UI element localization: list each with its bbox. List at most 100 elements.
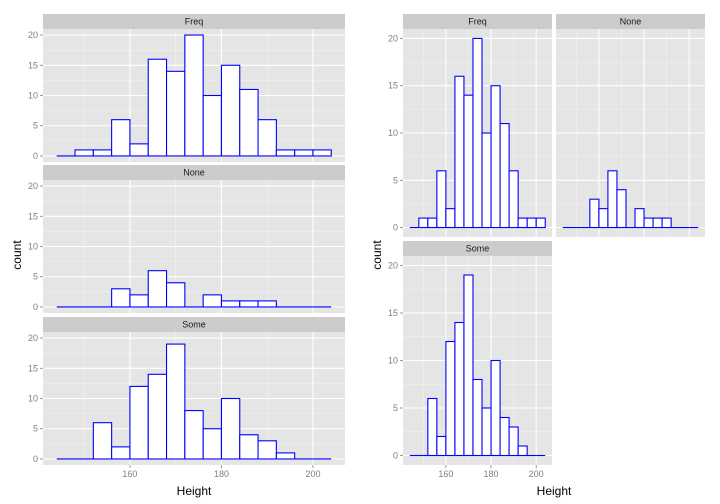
facet-strip bbox=[43, 165, 345, 180]
histogram-bar bbox=[445, 340, 456, 457]
histogram-bar bbox=[202, 294, 223, 308]
y-axis-title: count bbox=[370, 240, 384, 270]
y-tick-label: 20 bbox=[28, 181, 38, 191]
plot-right: Freq 0 5 10 15 20 None Some 0 5 10 15 20 160 180 200 Hei… bbox=[370, 14, 705, 498]
histogram-bar bbox=[616, 189, 627, 229]
histogram-bar bbox=[111, 446, 131, 460]
y-tick-label: 5 bbox=[393, 175, 398, 185]
y-tick-label: 10 bbox=[28, 91, 38, 101]
facet-strip-label: None bbox=[620, 17, 642, 27]
histogram-bar bbox=[147, 270, 168, 308]
y-tick-label: 10 bbox=[28, 394, 38, 404]
y-tick-label: 10 bbox=[388, 128, 398, 138]
histogram-bar bbox=[129, 385, 149, 460]
histogram-bar bbox=[490, 359, 501, 457]
y-tick-label: 5 bbox=[33, 272, 38, 282]
facet-strip bbox=[403, 241, 552, 256]
histogram-bar bbox=[92, 422, 113, 460]
facet-strip bbox=[556, 14, 705, 29]
histogram-bar bbox=[220, 397, 241, 460]
histogram-bar bbox=[312, 149, 332, 157]
histogram-bar bbox=[165, 343, 186, 460]
histogram-bar bbox=[517, 445, 528, 457]
histogram-bar bbox=[184, 410, 204, 460]
histogram-bar bbox=[257, 300, 277, 308]
facet-strip bbox=[43, 14, 345, 29]
histogram-bar bbox=[418, 217, 429, 229]
facet-panel-freq: Freq 0 5 10 15 20 bbox=[28, 14, 345, 162]
histogram-bar bbox=[607, 170, 618, 229]
x-tick-label: 200 bbox=[529, 469, 544, 479]
histogram-bar bbox=[239, 434, 259, 460]
y-tick-label: 20 bbox=[388, 261, 398, 271]
facet-panel-some: Some 0 5 10 15 20 160 180 200 bbox=[28, 317, 345, 479]
y-tick-label: 0 bbox=[33, 151, 38, 161]
facet-panel-freq: Freq 0 5 10 15 20 bbox=[388, 14, 552, 237]
facet-strip bbox=[43, 317, 345, 332]
histogram-bar bbox=[220, 64, 241, 157]
x-axis-title: Height bbox=[177, 484, 212, 498]
histogram-bar bbox=[499, 122, 510, 229]
histogram-bar bbox=[111, 119, 131, 157]
histogram-bar bbox=[92, 149, 113, 157]
histogram-bar bbox=[589, 198, 600, 229]
y-tick-label: 15 bbox=[28, 60, 38, 70]
plot-left: Freq 0 5 10 15 20 None 0 5 10 15 20 Some 0 5 10 15 20 160 1… bbox=[10, 14, 345, 498]
histogram-bar bbox=[147, 373, 168, 460]
histogram-bar bbox=[184, 34, 204, 157]
histogram-bar bbox=[499, 416, 510, 457]
histogram-bar bbox=[220, 300, 241, 308]
histogram-bar bbox=[454, 321, 465, 457]
histogram-bar bbox=[436, 435, 447, 457]
histogram-bar bbox=[463, 274, 474, 457]
histogram-bar bbox=[165, 282, 186, 308]
histogram-bar bbox=[481, 407, 492, 457]
histogram-bar bbox=[436, 170, 447, 229]
histogram-bar bbox=[275, 149, 296, 157]
y-tick-label: 10 bbox=[388, 356, 398, 366]
x-tick-label: 160 bbox=[438, 469, 453, 479]
y-tick-label: 5 bbox=[33, 424, 38, 434]
histogram-bar bbox=[598, 208, 609, 229]
histogram-bar bbox=[661, 217, 672, 229]
y-tick-label: 10 bbox=[28, 242, 38, 252]
x-tick-label: 160 bbox=[122, 469, 137, 479]
histogram-bar bbox=[147, 58, 168, 157]
histogram-bar bbox=[129, 294, 149, 308]
histogram-bar bbox=[111, 288, 131, 308]
x-tick-label: 180 bbox=[484, 469, 499, 479]
facet-strip-label: None bbox=[183, 168, 205, 178]
y-tick-label: 5 bbox=[393, 403, 398, 413]
x-tick-label: 180 bbox=[214, 469, 229, 479]
histogram-bar bbox=[472, 37, 483, 229]
histogram-bar bbox=[463, 94, 474, 229]
histogram-bar bbox=[634, 208, 645, 229]
y-tick-label: 20 bbox=[388, 33, 398, 43]
histogram-bar bbox=[445, 208, 456, 229]
histogram-bar bbox=[294, 149, 314, 157]
y-tick-label: 20 bbox=[28, 333, 38, 343]
histogram-bar bbox=[165, 70, 186, 157]
y-tick-label: 20 bbox=[28, 30, 38, 40]
histogram-bar bbox=[239, 300, 259, 308]
histogram-bar bbox=[508, 170, 519, 229]
facet-panel-none: None bbox=[556, 14, 705, 237]
histogram-bar bbox=[239, 88, 259, 157]
facet-strip-label: Freq bbox=[185, 17, 204, 27]
histogram-bar bbox=[652, 217, 663, 229]
facet-strip-label: Some bbox=[466, 244, 490, 254]
x-axis-title: Height bbox=[537, 484, 572, 498]
facet-panel-some: Some 0 5 10 15 20 160 180 200 bbox=[388, 241, 552, 479]
histogram-bar bbox=[275, 452, 296, 460]
y-tick-label: 15 bbox=[28, 211, 38, 221]
y-axis-title: count bbox=[10, 240, 24, 270]
facet-strip-label: Freq bbox=[468, 17, 487, 27]
histogram-bar bbox=[427, 217, 438, 229]
histogram-bar bbox=[74, 149, 94, 157]
histogram-bar bbox=[202, 428, 223, 460]
y-tick-label: 0 bbox=[393, 451, 398, 461]
histogram-bar bbox=[535, 217, 546, 229]
histogram-bar bbox=[202, 94, 223, 157]
histogram-bar bbox=[517, 217, 528, 229]
